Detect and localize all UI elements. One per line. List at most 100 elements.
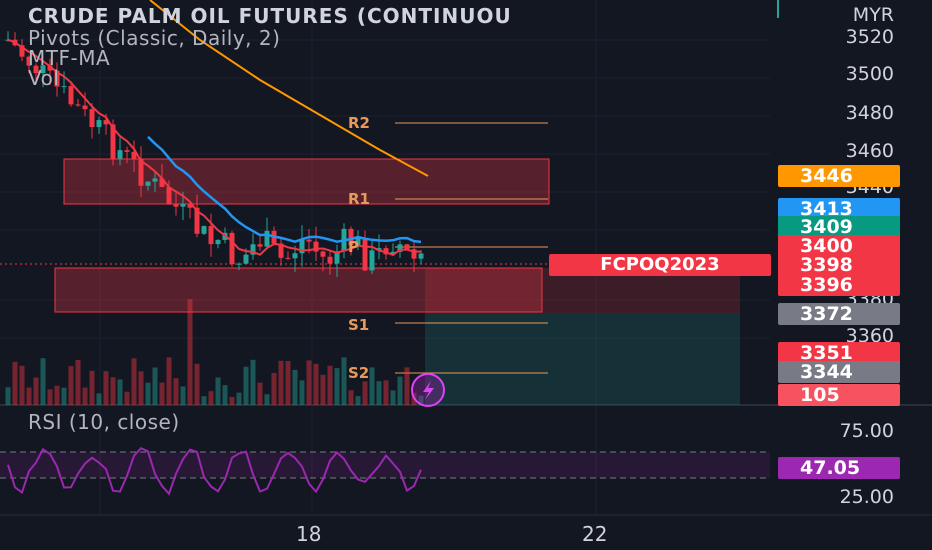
candle-body xyxy=(362,238,368,271)
volume-bar xyxy=(54,385,60,405)
volume-bar xyxy=(390,390,396,405)
candle-body xyxy=(229,232,235,265)
candle-body xyxy=(397,244,403,252)
candle-body xyxy=(124,150,130,152)
price-tag-s1: 3372 xyxy=(778,303,900,325)
volume-bar xyxy=(271,372,277,405)
rsi-pane xyxy=(0,446,770,496)
candle-body xyxy=(250,244,256,255)
volume-bar xyxy=(383,380,389,405)
rsi-indicator-label[interactable]: RSI (10, close) xyxy=(28,410,180,434)
candle-body xyxy=(145,181,151,186)
candle-body xyxy=(194,207,200,234)
volume-bar xyxy=(145,382,151,405)
candle-body xyxy=(236,263,242,265)
volume-bar xyxy=(222,385,228,405)
candle-body xyxy=(264,230,270,247)
volume-bar xyxy=(194,363,200,405)
candle-body xyxy=(82,105,88,110)
rsi-value-tag: 47.05 xyxy=(778,457,900,479)
rsi-tick-25: 25.00 xyxy=(839,486,894,508)
pivot-label-s1: S1 xyxy=(348,316,370,334)
volume-bar xyxy=(243,366,249,405)
candle-body xyxy=(313,241,319,252)
candle-body xyxy=(243,254,249,264)
candle-body xyxy=(33,65,39,74)
volume-bar xyxy=(75,359,81,405)
currency-label: MYR xyxy=(852,4,894,26)
volume-bar xyxy=(369,367,375,405)
candle-body xyxy=(383,248,389,255)
candle-body xyxy=(257,244,263,247)
candle-body xyxy=(75,104,81,106)
candle-body xyxy=(89,109,95,128)
moving-averages xyxy=(7,0,445,407)
pivots-indicator-label[interactable]: Pivots (Classic, Daily, 2) xyxy=(28,26,281,50)
candle-body xyxy=(40,65,46,74)
volume-bar xyxy=(264,394,270,405)
candle-body xyxy=(201,226,207,234)
price-tag-red-ma: 3400 xyxy=(778,235,900,257)
candle-body xyxy=(110,124,116,159)
volume-bar xyxy=(33,377,39,405)
volume-bar xyxy=(19,365,25,405)
candle-body xyxy=(390,251,396,255)
mtf-ma-indicator-label[interactable]: MTF-MA xyxy=(28,46,111,70)
supply-demand-zones xyxy=(54,158,740,405)
ma-red-line xyxy=(7,38,422,257)
candle-body xyxy=(26,56,32,66)
supply-zone xyxy=(63,158,550,205)
candle-body xyxy=(355,238,361,246)
candle-body xyxy=(166,187,172,204)
volume-bar xyxy=(5,387,11,405)
volume-bar xyxy=(341,357,347,405)
volume-bar xyxy=(257,382,263,405)
volume-bar xyxy=(61,387,67,405)
last-candle-marker xyxy=(777,0,779,18)
pivot-label-r2: R2 xyxy=(348,114,370,132)
pivot-label-s2: S2 xyxy=(348,364,370,382)
rsi-tick-75: 75.00 xyxy=(839,420,894,442)
volume-bar xyxy=(117,379,123,405)
candle-body xyxy=(327,256,333,264)
volume-bar xyxy=(82,387,88,405)
candle-body xyxy=(152,178,158,182)
volume-bar xyxy=(201,396,207,405)
candles xyxy=(5,31,424,277)
volume-bar xyxy=(96,393,102,405)
volume-bar xyxy=(236,392,242,405)
volume-bar xyxy=(215,377,221,405)
position-target-area xyxy=(425,313,740,405)
candle-body xyxy=(180,203,186,207)
candle-body xyxy=(411,249,417,259)
candle-body xyxy=(369,250,375,271)
volume-bar xyxy=(110,377,116,405)
price-tick: 3480 xyxy=(845,102,894,124)
volume-bar xyxy=(103,371,109,405)
candle-body xyxy=(19,45,25,57)
candle-body xyxy=(215,239,221,245)
volume-tag: 105 xyxy=(778,384,900,406)
price-tag-red: 3396 xyxy=(778,274,900,296)
volume-bar xyxy=(138,371,144,405)
volume-indicator-label[interactable]: Vol xyxy=(28,66,60,90)
lightning-icon xyxy=(423,381,434,400)
volume-bar xyxy=(348,390,354,405)
price-tag-s2: 3344 xyxy=(778,361,900,383)
volume-bar xyxy=(124,391,130,405)
candle-body xyxy=(54,70,60,87)
volume-bar xyxy=(131,358,137,405)
volume-bar xyxy=(26,387,32,405)
price-tick: 3500 xyxy=(845,63,894,85)
volume-bar xyxy=(89,370,95,405)
candle-body xyxy=(117,150,123,159)
symbol-title[interactable]: CRUDE PALM OIL FUTURES (CONTINUOU xyxy=(28,4,512,28)
volume-bar xyxy=(250,359,256,405)
volume-bar xyxy=(292,369,298,405)
volume-bar xyxy=(47,389,53,405)
candle-body xyxy=(138,159,144,186)
volume-bar xyxy=(299,380,305,405)
volume-bar xyxy=(278,360,284,405)
price-tick: 3520 xyxy=(845,26,894,48)
price-tick: 3460 xyxy=(845,140,894,162)
